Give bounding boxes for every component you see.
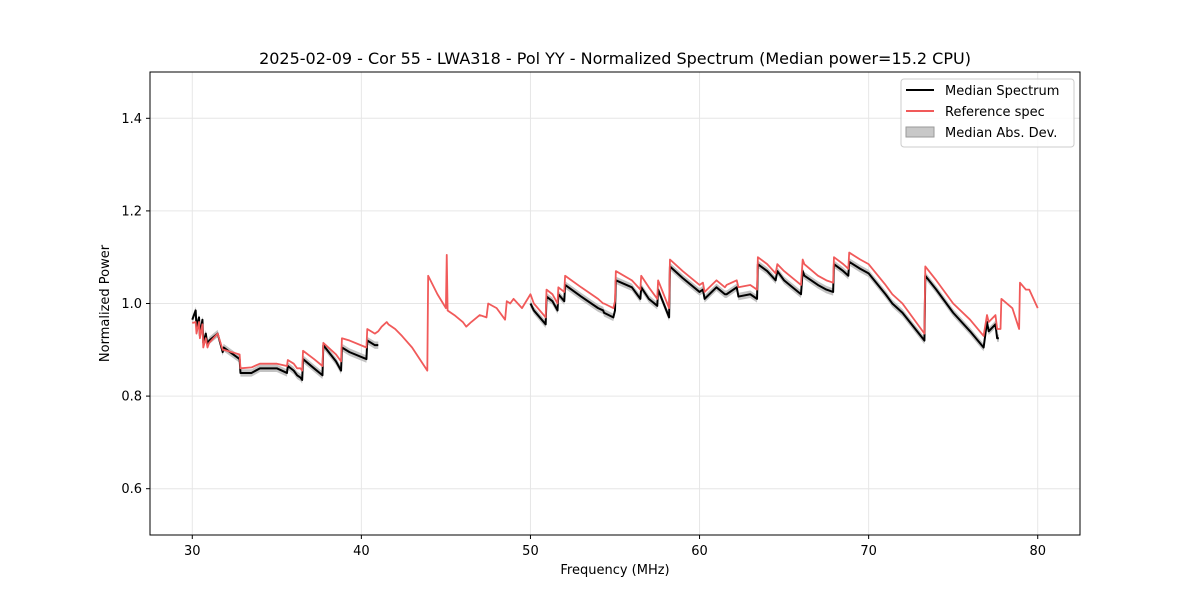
y-tick-label: 1.4 (121, 112, 142, 127)
x-tick-label: 40 (353, 544, 370, 559)
legend-label-mad: Median Abs. Dev. (945, 126, 1057, 141)
x-tick-label: 80 (1029, 544, 1046, 559)
series-group (191, 251, 1039, 381)
legend-label-reference: Reference spec (945, 105, 1045, 120)
legend-label-median: Median Spectrum (945, 84, 1059, 99)
legend-swatch-mad (905, 126, 935, 138)
x-tick-label: 50 (522, 544, 539, 559)
y-axis-label: Normalized Power (98, 244, 113, 362)
reference-spectrum-line (192, 251, 1039, 372)
median-spectrum-line (529, 260, 999, 349)
y-tick-label: 0.8 (121, 390, 142, 405)
y-tick-label: 0.6 (121, 482, 142, 497)
y-tick-label: 1.0 (121, 297, 142, 312)
chart-title: 2025-02-09 - Cor 55 - LWA318 - Pol YY - … (259, 49, 971, 68)
x-tick-label: 60 (691, 544, 708, 559)
legend: Median Spectrum Reference spec Median Ab… (900, 78, 1075, 148)
y-axis: 0.6 0.8 1.0 1.2 1.4 (121, 112, 150, 497)
y-tick-label: 1.2 (121, 204, 142, 219)
x-axis: 30 40 50 60 70 80 (184, 535, 1046, 559)
x-axis-label: Frequency (MHz) (560, 563, 669, 578)
legend-frame (900, 78, 1075, 148)
x-tick-label: 70 (860, 544, 877, 559)
x-tick-label: 30 (184, 544, 201, 559)
